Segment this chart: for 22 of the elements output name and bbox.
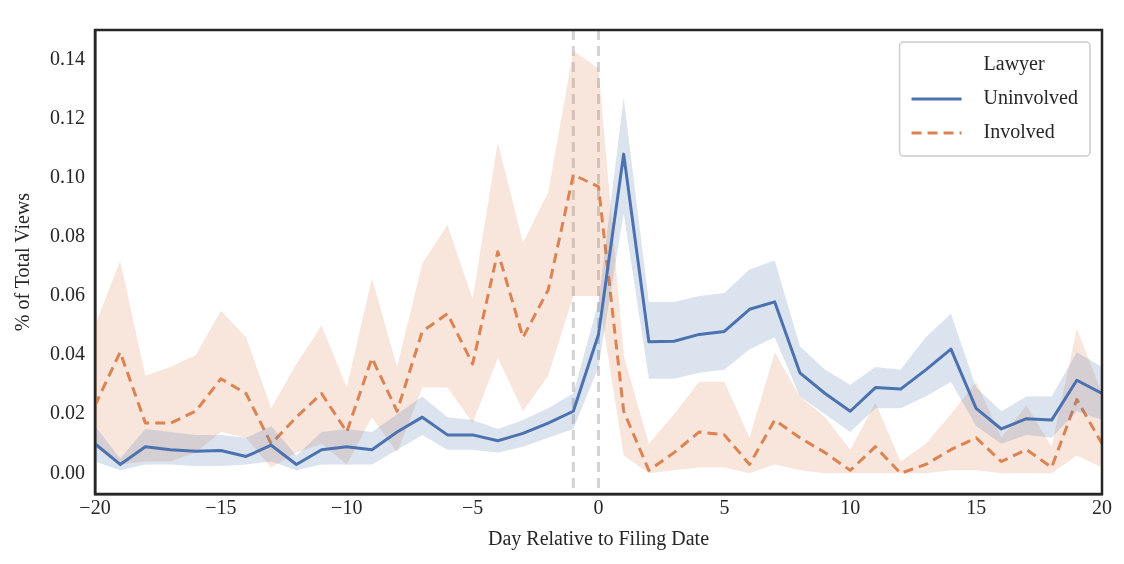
- y-tick-label: 0.08: [50, 224, 85, 247]
- x-tick-label: −10: [331, 496, 363, 519]
- legend-label: Involved: [983, 120, 1055, 143]
- y-tick-label: 0.06: [50, 283, 85, 306]
- x-tick-label: −20: [79, 496, 111, 519]
- x-tick-label: 0: [593, 496, 604, 519]
- y-tick-label: 0.02: [50, 401, 85, 424]
- x-tick-label: 15: [966, 496, 987, 519]
- y-tick-label: 0.14: [50, 46, 85, 69]
- y-tick-label: 0.00: [50, 460, 85, 483]
- x-tick-label: −5: [461, 496, 484, 519]
- legend-title: Lawyer: [983, 52, 1045, 76]
- x-tick-label: −15: [205, 496, 237, 519]
- x-tick-label: 20: [1092, 496, 1112, 519]
- x-tick-label: 5: [719, 496, 730, 519]
- x-axis-title: Day Relative to Filing Date: [487, 527, 710, 551]
- y-tick-label: 0.04: [50, 342, 85, 365]
- legend-label: Uninvolved: [983, 86, 1078, 109]
- y-tick-label: 0.10: [50, 165, 85, 188]
- x-tick-label: 10: [840, 496, 861, 519]
- y-axis-title: % of Total Views: [11, 192, 34, 332]
- y-tick-label: 0.12: [50, 105, 85, 128]
